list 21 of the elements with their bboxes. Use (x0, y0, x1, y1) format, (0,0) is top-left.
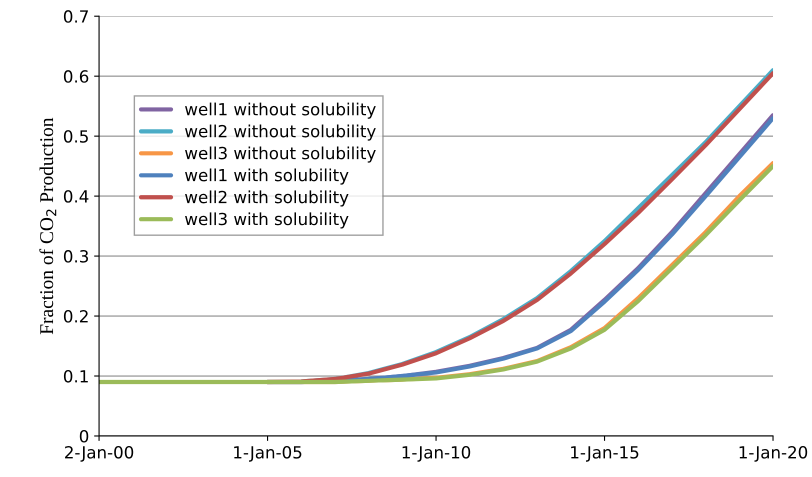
legend-label: well1 without solubility (185, 102, 376, 119)
y-tick-label: 0.5 (64, 130, 88, 143)
line-series (99, 164, 774, 384)
legend-label: well2 without solubility (185, 124, 376, 141)
x-tick-label: 1-Jan-10 (402, 446, 470, 462)
y-tick-label: 0.6 (64, 70, 88, 83)
legend-label: well1 with solubility (185, 168, 349, 185)
y-tick-label: 0.1 (64, 370, 88, 383)
y-tick-label: 0.3 (64, 250, 88, 263)
y-tick-label: 0.7 (64, 10, 88, 23)
x-tick-label: 1-Jan-15 (571, 446, 638, 462)
legend-label: well3 without solubility (185, 146, 376, 163)
legend-label: well3 with solubility (185, 212, 349, 229)
y-axis-title: Fraction of CO$_{2}$ Production (39, 118, 56, 334)
x-tick-label: 1-Jan-20 (740, 446, 808, 462)
x-tick-label: 1-Jan-05 (234, 446, 302, 462)
legend-label: well2 with solubility (185, 190, 349, 207)
x-tick-label: 2-Jan-00 (65, 446, 134, 462)
y-tick-label: 0.2 (64, 310, 88, 323)
y-tick-label: 0.4 (64, 190, 88, 203)
y-tick-label: 0 (80, 430, 88, 443)
